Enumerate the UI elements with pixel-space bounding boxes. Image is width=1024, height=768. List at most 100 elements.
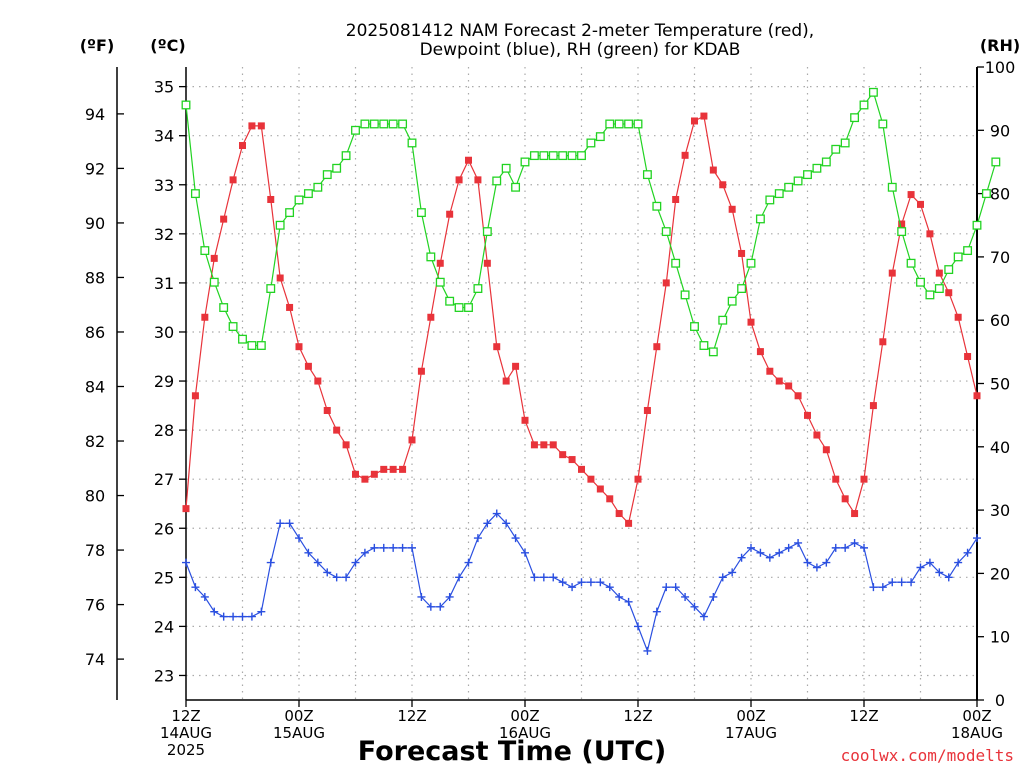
dewpoint-point [549, 573, 558, 582]
rh-point [784, 182, 794, 192]
dewpoint-point [398, 543, 407, 552]
dewpoint-point [342, 573, 351, 582]
rh-point [812, 163, 822, 173]
rh-point [680, 290, 690, 300]
x-tick-label: 2025 [167, 741, 205, 759]
dewpoint-point [973, 534, 981, 543]
temperature-point [502, 377, 510, 385]
temperature-point [257, 122, 265, 130]
rh-point [944, 265, 954, 275]
rh-point [793, 176, 803, 186]
rh-point [718, 315, 728, 325]
dewpoint-point [351, 558, 360, 567]
dewpoint-point [182, 558, 190, 567]
rh-point [219, 303, 229, 312]
dewpoint-point [539, 573, 548, 582]
dewpoint-point [643, 646, 652, 655]
rh-point [934, 284, 944, 293]
temperature-point [662, 279, 670, 287]
rh-point [652, 201, 662, 211]
temperature-point [643, 406, 651, 414]
rh-point [313, 182, 323, 192]
dewpoint-point [615, 592, 624, 601]
rh-point [492, 176, 502, 186]
dewpoint-point [935, 568, 944, 577]
dewpoint-point [370, 543, 379, 552]
dewpoint-point [765, 553, 774, 562]
temperature-point [860, 475, 868, 483]
rh-point [416, 208, 426, 218]
dewpoint-point [963, 548, 972, 557]
temperature-point [775, 377, 783, 385]
temperature-point [738, 249, 746, 257]
x-tick-label: 00Z [736, 707, 765, 725]
dewpoint-point [756, 548, 765, 557]
x-tick-label: 12Z [397, 707, 426, 725]
temperature-point [323, 406, 331, 414]
dewpoint-point [229, 612, 238, 621]
dewpoint-point [502, 519, 511, 528]
temperature-point [822, 446, 830, 454]
temperature-point [191, 392, 199, 400]
temperature-point [879, 338, 887, 346]
fahrenheit-tick-label: 76 [85, 596, 105, 615]
rh-point [577, 151, 586, 161]
celsius-tick-label: 34 [154, 127, 174, 146]
rh-point [887, 182, 897, 192]
fahrenheit-tick-label: 92 [85, 159, 105, 178]
rh-point [548, 151, 558, 161]
x-tick-label: 00Z [510, 707, 539, 725]
temperature-point [785, 382, 793, 390]
rh-point [445, 296, 455, 306]
dewpoint-point [530, 573, 539, 582]
dewpoint-point [681, 592, 690, 601]
x-tick-label: 00Z [284, 707, 313, 725]
dewpoint-point [313, 558, 322, 567]
temperature-point [408, 436, 416, 444]
dewpoint-point [426, 602, 435, 611]
dewpoint-point [925, 558, 934, 567]
dewpoint-point [577, 578, 586, 587]
temperature-point [625, 519, 633, 527]
dewpoint-point [709, 592, 718, 601]
temperature-point [756, 348, 764, 356]
temperature-point [728, 205, 736, 213]
rh-point [426, 252, 436, 262]
rh-tick-label: 60 [990, 311, 1010, 330]
dewpoint-point [276, 519, 285, 528]
rh-point [868, 87, 878, 97]
temperature-point [239, 142, 246, 150]
temperature-point [399, 465, 407, 473]
rh-line [185, 90, 997, 353]
dewpoint-point [794, 538, 803, 547]
rh-point [332, 163, 342, 173]
fahrenheit-tick-label: 80 [85, 487, 105, 506]
chart-title-line1: 2025081412 NAM Forecast 2-meter Temperat… [346, 21, 814, 41]
dewpoint-point [812, 563, 821, 572]
temperature-point [700, 112, 708, 120]
rh-point [840, 138, 850, 148]
x-tick-label: 16AUG [499, 724, 551, 742]
dewpoint-point [737, 553, 746, 562]
temperature-point [248, 122, 256, 130]
temperature-point [417, 367, 425, 375]
rh-point [906, 258, 916, 268]
data-series [181, 87, 1001, 655]
dewpoint-point [916, 563, 925, 572]
rh-point [341, 151, 351, 161]
dewpoint-point [728, 568, 737, 577]
rh-tick-label: 30 [990, 501, 1010, 520]
temperature-point [380, 465, 388, 473]
dewpoint-point [652, 607, 661, 616]
dewpoint-point [389, 543, 398, 552]
dewpoint-point [285, 519, 294, 528]
rh-series [181, 87, 1001, 357]
rh-point [567, 151, 577, 161]
dewpoint-point [455, 573, 464, 582]
dewpoint-point [803, 558, 812, 567]
dewpoint-point [323, 568, 332, 577]
dewpoint-point [586, 578, 595, 587]
dewpoint-point [266, 558, 275, 567]
rh-point [850, 113, 860, 123]
temperature-point [672, 195, 680, 203]
